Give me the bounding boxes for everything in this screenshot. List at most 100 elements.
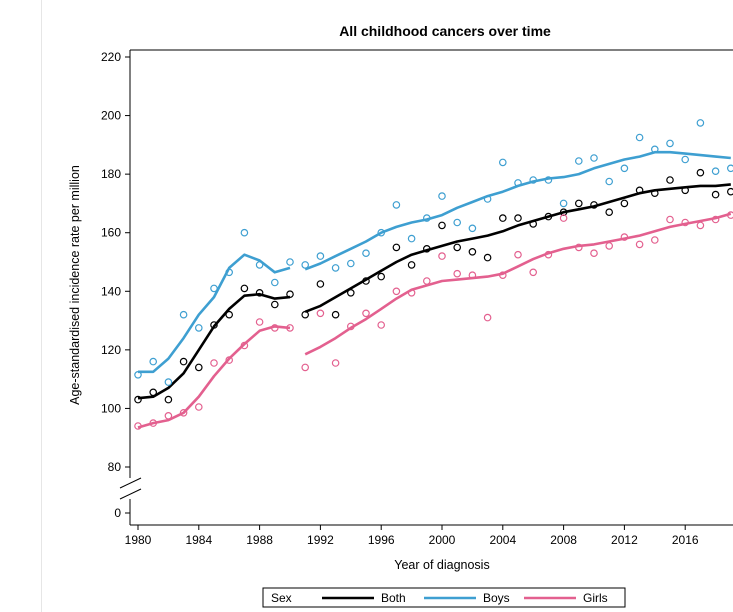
data-point-girls xyxy=(468,271,477,280)
data-point-boys xyxy=(286,258,294,266)
data-point-girls xyxy=(711,215,720,224)
axis-break-mark xyxy=(119,477,142,489)
data-point-girls xyxy=(392,287,401,296)
data-point-both xyxy=(134,395,142,404)
data-point-both xyxy=(590,201,598,209)
data-point-girls xyxy=(149,419,158,427)
data-point-both xyxy=(453,243,462,252)
data-point-girls xyxy=(286,324,294,332)
data-point-girls xyxy=(331,359,340,367)
data-point-both xyxy=(483,253,492,262)
data-point-both xyxy=(468,248,477,256)
data-point-both xyxy=(514,214,522,222)
data-point-boys xyxy=(377,228,386,237)
data-point-girls xyxy=(210,359,218,367)
data-point-boys xyxy=(346,259,355,268)
data-point-girls xyxy=(544,250,553,259)
data-point-girls xyxy=(134,422,142,430)
data-point-girls xyxy=(225,356,234,364)
data-point-both xyxy=(650,189,659,198)
data-point-both xyxy=(316,280,325,288)
data-point-both xyxy=(346,288,355,297)
data-point-boys xyxy=(696,119,705,127)
data-point-girls xyxy=(681,218,690,227)
data-point-boys xyxy=(134,370,142,379)
data-point-boys xyxy=(666,139,674,148)
data-point-both xyxy=(529,220,538,228)
data-point-girls xyxy=(498,271,507,280)
trend-line-boys xyxy=(138,253,291,374)
axis-break-mark xyxy=(119,488,142,500)
data-point-girls xyxy=(635,240,644,249)
data-point-boys xyxy=(362,249,370,258)
trend-line-girls xyxy=(304,212,732,356)
data-point-both xyxy=(574,199,583,208)
data-point-girls xyxy=(574,243,583,252)
data-point-both xyxy=(438,221,446,230)
y-tick-label: 180 xyxy=(101,167,121,181)
data-point-boys xyxy=(179,310,188,319)
x-axis-label: Year of diagnosis xyxy=(394,558,489,572)
data-point-boys xyxy=(635,133,644,142)
x-tick-label: 2000 xyxy=(429,533,456,547)
y-tick-label: 0 xyxy=(114,506,121,520)
data-point-boys xyxy=(301,261,310,269)
x-tick-label: 2008 xyxy=(550,533,577,547)
data-point-both xyxy=(544,212,553,221)
data-point-both xyxy=(498,214,507,222)
x-tick-label: 1992 xyxy=(307,533,334,547)
data-point-both xyxy=(225,310,234,319)
data-point-both xyxy=(407,261,416,269)
data-point-girls xyxy=(438,252,446,260)
data-point-boys xyxy=(483,195,492,203)
data-point-girls xyxy=(270,324,279,332)
legend: Sex Both Boys Girls xyxy=(262,587,626,608)
data-point-both xyxy=(255,288,264,297)
data-point-girls xyxy=(422,277,431,285)
data-point-boys xyxy=(270,278,279,287)
data-point-girls xyxy=(346,322,355,331)
data-point-boys xyxy=(590,154,598,162)
data-point-boys xyxy=(195,324,203,332)
data-point-both xyxy=(681,186,690,195)
data-point-both xyxy=(377,272,386,281)
chart-title: All childhood cancers over time xyxy=(339,23,551,39)
legend-label-girls: Girls xyxy=(583,591,608,605)
data-point-girls xyxy=(377,321,386,329)
data-point-both xyxy=(620,199,629,208)
data-point-girls xyxy=(362,309,370,318)
data-point-girls xyxy=(590,249,598,258)
data-point-both xyxy=(696,168,705,177)
data-point-boys xyxy=(316,252,325,260)
y-axis-label: Age-standardised incidence rate per mill… xyxy=(68,165,82,405)
data-point-girls xyxy=(605,242,614,250)
data-point-girls xyxy=(650,236,659,244)
data-point-boys xyxy=(210,284,218,293)
y-tick-label: 100 xyxy=(101,401,121,415)
data-point-both xyxy=(210,321,218,329)
data-point-girls xyxy=(666,215,674,224)
legend-title: Sex xyxy=(271,591,292,605)
data-point-boys xyxy=(438,192,446,200)
legend-label-both: Both xyxy=(381,591,406,605)
data-point-both xyxy=(392,243,401,252)
data-point-both xyxy=(635,186,644,195)
data-point-girls xyxy=(240,341,249,350)
data-point-boys xyxy=(164,378,173,386)
data-point-girls xyxy=(301,363,310,372)
data-point-both xyxy=(149,388,158,397)
data-point-boys xyxy=(422,214,431,222)
data-point-girls xyxy=(727,211,733,219)
data-point-boys xyxy=(453,218,462,227)
x-tick-label: 1996 xyxy=(368,533,395,547)
data-point-boys xyxy=(331,264,340,272)
y-tick-label: 220 xyxy=(101,50,121,64)
data-point-boys xyxy=(468,224,477,233)
data-point-both xyxy=(195,363,203,372)
data-point-both xyxy=(422,245,431,253)
plot-frame xyxy=(119,49,733,526)
x-tick-label: 2004 xyxy=(489,533,516,547)
data-point-boys xyxy=(514,179,522,187)
x-tick-label: 2016 xyxy=(672,533,699,547)
